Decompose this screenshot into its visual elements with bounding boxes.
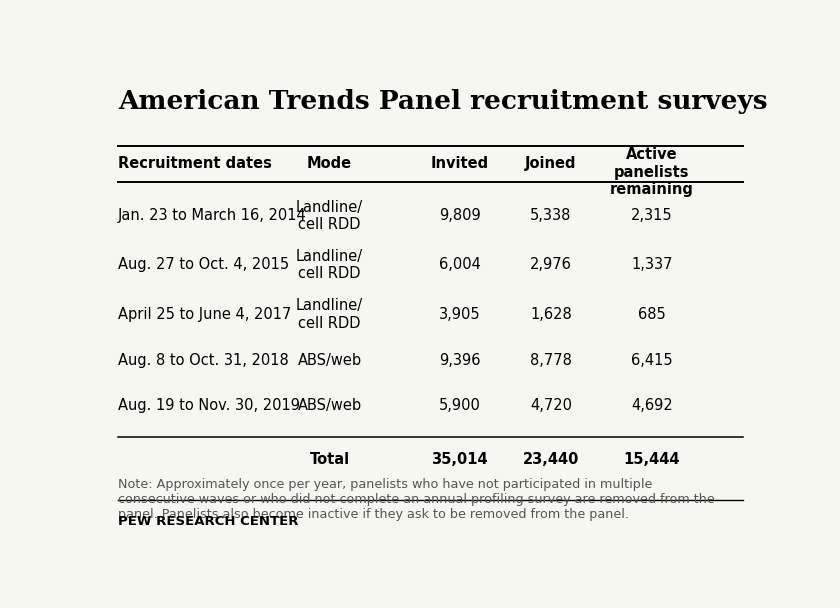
Text: Landline/
cell RDD: Landline/ cell RDD xyxy=(296,249,363,281)
Text: Note: Approximately once per year, panelists who have not participated in multip: Note: Approximately once per year, panel… xyxy=(118,478,715,521)
Text: Recruitment dates: Recruitment dates xyxy=(118,156,272,171)
Text: 15,444: 15,444 xyxy=(623,452,680,467)
Text: Invited: Invited xyxy=(431,156,489,171)
Text: 6,415: 6,415 xyxy=(631,353,673,368)
Text: 6,004: 6,004 xyxy=(438,257,480,272)
Text: Landline/
cell RDD: Landline/ cell RDD xyxy=(296,299,363,331)
Text: PEW RESEARCH CENTER: PEW RESEARCH CENTER xyxy=(118,516,298,528)
Text: 685: 685 xyxy=(638,307,666,322)
Text: 5,900: 5,900 xyxy=(438,398,480,413)
Text: 4,720: 4,720 xyxy=(530,398,572,413)
Text: 9,396: 9,396 xyxy=(439,353,480,368)
Text: April 25 to June 4, 2017: April 25 to June 4, 2017 xyxy=(118,307,291,322)
Text: ABS/web: ABS/web xyxy=(297,353,362,368)
Text: 3,905: 3,905 xyxy=(439,307,480,322)
Text: Aug. 27 to Oct. 4, 2015: Aug. 27 to Oct. 4, 2015 xyxy=(118,257,289,272)
Text: Joined: Joined xyxy=(525,156,577,171)
Text: Aug. 19 to Nov. 30, 2019: Aug. 19 to Nov. 30, 2019 xyxy=(118,398,300,413)
Text: 4,692: 4,692 xyxy=(631,398,673,413)
Text: 9,809: 9,809 xyxy=(439,209,480,223)
Text: Aug. 8 to Oct. 31, 2018: Aug. 8 to Oct. 31, 2018 xyxy=(118,353,289,368)
Text: 23,440: 23,440 xyxy=(522,452,579,467)
Text: Total: Total xyxy=(309,452,349,467)
Text: ABS/web: ABS/web xyxy=(297,398,362,413)
Text: Active
panelists
remaining: Active panelists remaining xyxy=(610,147,694,197)
Text: 2,976: 2,976 xyxy=(530,257,572,272)
Text: 8,778: 8,778 xyxy=(530,353,572,368)
Text: 5,338: 5,338 xyxy=(530,209,572,223)
Text: 35,014: 35,014 xyxy=(432,452,488,467)
Text: American Trends Panel recruitment surveys: American Trends Panel recruitment survey… xyxy=(118,89,768,114)
Text: Mode: Mode xyxy=(307,156,352,171)
Text: 1,337: 1,337 xyxy=(631,257,673,272)
Text: Jan. 23 to March 16, 2014: Jan. 23 to March 16, 2014 xyxy=(118,209,307,223)
Text: 2,315: 2,315 xyxy=(631,209,673,223)
Text: Landline/
cell RDD: Landline/ cell RDD xyxy=(296,199,363,232)
Text: 1,628: 1,628 xyxy=(530,307,572,322)
